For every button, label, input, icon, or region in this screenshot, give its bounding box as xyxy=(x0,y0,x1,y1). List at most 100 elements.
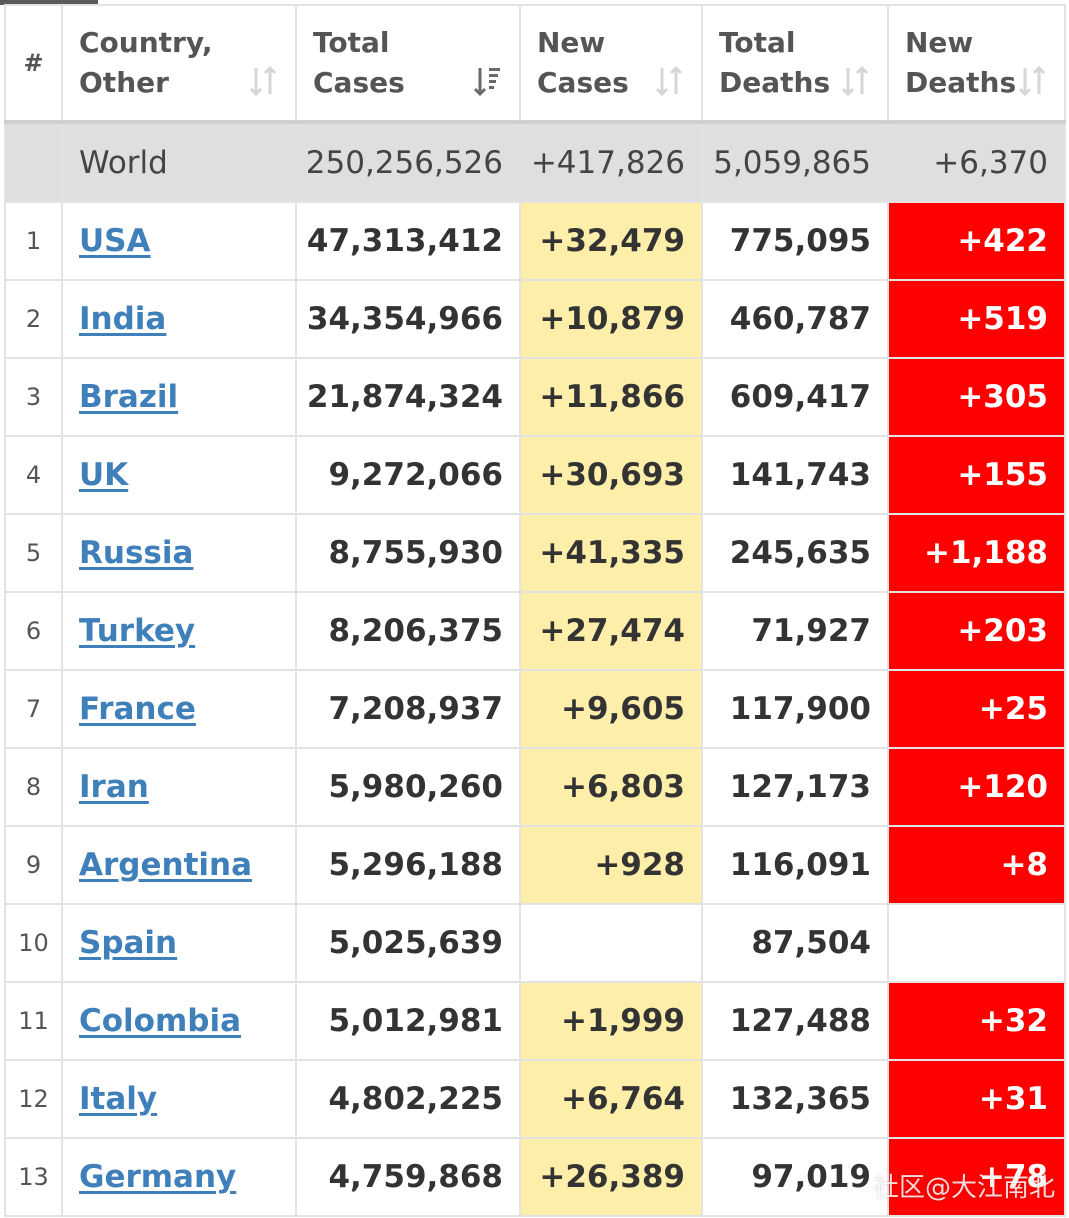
country-cell: Germany xyxy=(61,1137,297,1217)
country-cell: India xyxy=(61,279,297,359)
table-row: 4 UK 9,272,066 +30,693 141,743 +155 xyxy=(4,435,1066,515)
country-link[interactable]: France xyxy=(79,691,196,727)
table-row: 8 Iran 5,980,260 +6,803 127,173 +120 xyxy=(4,747,1066,827)
new-cases-cell: +10,879 xyxy=(519,279,703,359)
rank-cell: 6 xyxy=(4,591,63,671)
rank-cell: 4 xyxy=(4,435,63,515)
country-cell: UK xyxy=(61,435,297,515)
country-link[interactable]: Germany xyxy=(79,1159,237,1195)
new-deaths-cell: +120 xyxy=(887,747,1066,827)
total-cases-cell: 5,296,188 xyxy=(295,825,521,905)
total-cases-cell: 47,313,412 xyxy=(295,201,521,281)
country-link[interactable]: India xyxy=(79,301,167,337)
header-total-cases-line1: Total xyxy=(313,26,390,59)
new-cases-cell: +26,389 xyxy=(519,1137,703,1217)
header-total-deaths[interactable]: Total Deaths xyxy=(701,4,889,124)
total-cases-cell: 5,025,639 xyxy=(295,903,521,983)
rank-cell: 10 xyxy=(4,903,63,983)
rank-cell: 7 xyxy=(4,669,63,749)
header-new-deaths-line1: New xyxy=(905,26,974,59)
header-total-deaths-line2: Deaths xyxy=(719,66,831,99)
header-new-deaths-line2: Deaths xyxy=(905,66,1017,99)
new-deaths-cell: +155 xyxy=(887,435,1066,515)
country-cell: Spain xyxy=(61,903,297,983)
total-cases-cell: 8,755,930 xyxy=(295,513,521,593)
new-cases-cell: +11,866 xyxy=(519,357,703,437)
total-deaths-cell: 609,417 xyxy=(701,357,889,437)
header-country-line2: Other xyxy=(79,66,169,99)
header-new-cases[interactable]: New Cases xyxy=(519,4,703,124)
country-cell: Italy xyxy=(61,1059,297,1139)
new-deaths-cell: +32 xyxy=(887,981,1066,1061)
table-header-row: # Country, Other Total Cases New Cases Tota… xyxy=(4,4,1066,124)
country-cell: Colombia xyxy=(61,981,297,1061)
sort-desc-icon[interactable] xyxy=(471,64,503,98)
table-row: 10 Spain 5,025,639 87,504 xyxy=(4,903,1066,983)
rank-cell: 1 xyxy=(4,201,63,281)
rank-cell: 2 xyxy=(4,279,63,359)
new-cases-cell: +1,999 xyxy=(519,981,703,1061)
world-rank-cell xyxy=(4,121,63,203)
country-cell: Turkey xyxy=(61,591,297,671)
new-deaths-cell: +31 xyxy=(887,1059,1066,1139)
new-deaths-cell: +305 xyxy=(887,357,1066,437)
world-total-deaths: 5,059,865 xyxy=(701,121,889,203)
total-deaths-cell: 245,635 xyxy=(701,513,889,593)
country-link[interactable]: UK xyxy=(79,457,129,493)
new-deaths-cell: +1,188 xyxy=(887,513,1066,593)
country-link[interactable]: Iran xyxy=(79,769,149,805)
rank-cell: 11 xyxy=(4,981,63,1061)
total-deaths-cell: 141,743 xyxy=(701,435,889,515)
new-deaths-cell xyxy=(887,903,1066,983)
header-rank[interactable]: # xyxy=(4,4,63,124)
total-deaths-cell: 116,091 xyxy=(701,825,889,905)
sort-icon[interactable] xyxy=(1016,64,1048,98)
covid-table-container: # Country, Other Total Cases New Cases Tota… xyxy=(4,4,1066,1217)
sort-icon[interactable] xyxy=(839,64,871,98)
table-row: 9 Argentina 5,296,188 +928 116,091 +8 xyxy=(4,825,1066,905)
total-deaths-cell: 127,488 xyxy=(701,981,889,1061)
total-cases-cell: 4,802,225 xyxy=(295,1059,521,1139)
new-cases-cell: +41,335 xyxy=(519,513,703,593)
total-deaths-cell: 460,787 xyxy=(701,279,889,359)
total-deaths-cell: 71,927 xyxy=(701,591,889,671)
country-link[interactable]: Brazil xyxy=(79,379,179,415)
country-cell: Iran xyxy=(61,747,297,827)
new-cases-cell: +6,803 xyxy=(519,747,703,827)
covid-stats-table: # Country, Other Total Cases New Cases Tota… xyxy=(4,4,1066,1217)
world-total-cases: 250,256,526 xyxy=(295,121,521,203)
country-link[interactable]: Russia xyxy=(79,535,194,571)
header-new-deaths[interactable]: New Deaths xyxy=(887,4,1066,124)
new-cases-cell: +32,479 xyxy=(519,201,703,281)
header-total-cases[interactable]: Total Cases xyxy=(295,4,521,124)
new-deaths-cell: +8 xyxy=(887,825,1066,905)
header-total-deaths-line1: Total xyxy=(719,26,796,59)
country-link[interactable]: USA xyxy=(79,223,151,259)
country-link[interactable]: Spain xyxy=(79,925,178,961)
header-country[interactable]: Country, Other xyxy=(61,4,297,124)
total-deaths-cell: 117,900 xyxy=(701,669,889,749)
new-cases-cell: +30,693 xyxy=(519,435,703,515)
new-deaths-cell: +422 xyxy=(887,201,1066,281)
sort-icon[interactable] xyxy=(653,64,685,98)
total-deaths-cell: 97,019 xyxy=(701,1137,889,1217)
total-cases-cell: 5,980,260 xyxy=(295,747,521,827)
country-cell: Argentina xyxy=(61,825,297,905)
new-deaths-cell: +203 xyxy=(887,591,1066,671)
country-link[interactable]: Turkey xyxy=(79,613,196,649)
total-deaths-cell: 132,365 xyxy=(701,1059,889,1139)
table-row: 11 Colombia 5,012,981 +1,999 127,488 +32 xyxy=(4,981,1066,1061)
rank-cell: 8 xyxy=(4,747,63,827)
country-link[interactable]: Colombia xyxy=(79,1003,242,1039)
country-cell: Russia xyxy=(61,513,297,593)
table-row: 1 USA 47,313,412 +32,479 775,095 +422 xyxy=(4,201,1066,281)
country-link[interactable]: Italy xyxy=(79,1081,158,1117)
table-row: 2 India 34,354,966 +10,879 460,787 +519 xyxy=(4,279,1066,359)
sort-icon[interactable] xyxy=(247,64,279,98)
country-cell: France xyxy=(61,669,297,749)
total-cases-cell: 21,874,324 xyxy=(295,357,521,437)
table-row: 7 France 7,208,937 +9,605 117,900 +25 xyxy=(4,669,1066,749)
country-link[interactable]: Argentina xyxy=(79,847,252,883)
total-deaths-cell: 127,173 xyxy=(701,747,889,827)
world-new-deaths: +6,370 xyxy=(887,121,1066,203)
